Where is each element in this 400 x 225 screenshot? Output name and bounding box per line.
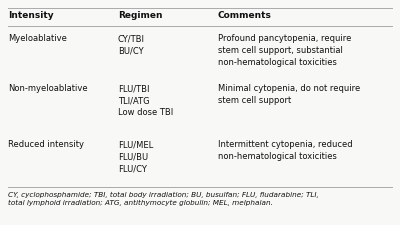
Text: stem cell support, substantial: stem cell support, substantial (218, 46, 343, 55)
Text: FLU/BU: FLU/BU (118, 152, 148, 161)
Text: FLU/MEL: FLU/MEL (118, 140, 153, 149)
Text: Profound pancytopenia, require: Profound pancytopenia, require (218, 34, 351, 43)
Text: non-hematological toxicities: non-hematological toxicities (218, 152, 337, 161)
Text: Intermittent cytopenia, reduced: Intermittent cytopenia, reduced (218, 140, 353, 149)
Text: CY, cyclophosphamide; TBI, total body irradiation; BU, busulfan; FLU, fludarabin: CY, cyclophosphamide; TBI, total body ir… (8, 192, 319, 198)
Text: CY/TBI: CY/TBI (118, 34, 145, 43)
Text: total lymphoid irradiation; ATG, antithymocyte globulin; MEL, melphalan.: total lymphoid irradiation; ATG, antithy… (8, 200, 273, 206)
Text: Intensity: Intensity (8, 11, 54, 20)
Text: Regimen: Regimen (118, 11, 162, 20)
Text: Myeloablative: Myeloablative (8, 34, 67, 43)
Text: BU/CY: BU/CY (118, 46, 144, 55)
Text: Reduced intensity: Reduced intensity (8, 140, 84, 149)
Text: FLU/CY: FLU/CY (118, 164, 147, 173)
Text: stem cell support: stem cell support (218, 96, 291, 105)
Text: Comments: Comments (218, 11, 272, 20)
Text: TLI/ATG: TLI/ATG (118, 96, 150, 105)
Text: Non-myeloablative: Non-myeloablative (8, 84, 88, 93)
Text: non-hematological toxicities: non-hematological toxicities (218, 58, 337, 67)
Text: Low dose TBI: Low dose TBI (118, 108, 173, 117)
Text: Minimal cytopenia, do not require: Minimal cytopenia, do not require (218, 84, 360, 93)
Text: FLU/TBI: FLU/TBI (118, 84, 150, 93)
